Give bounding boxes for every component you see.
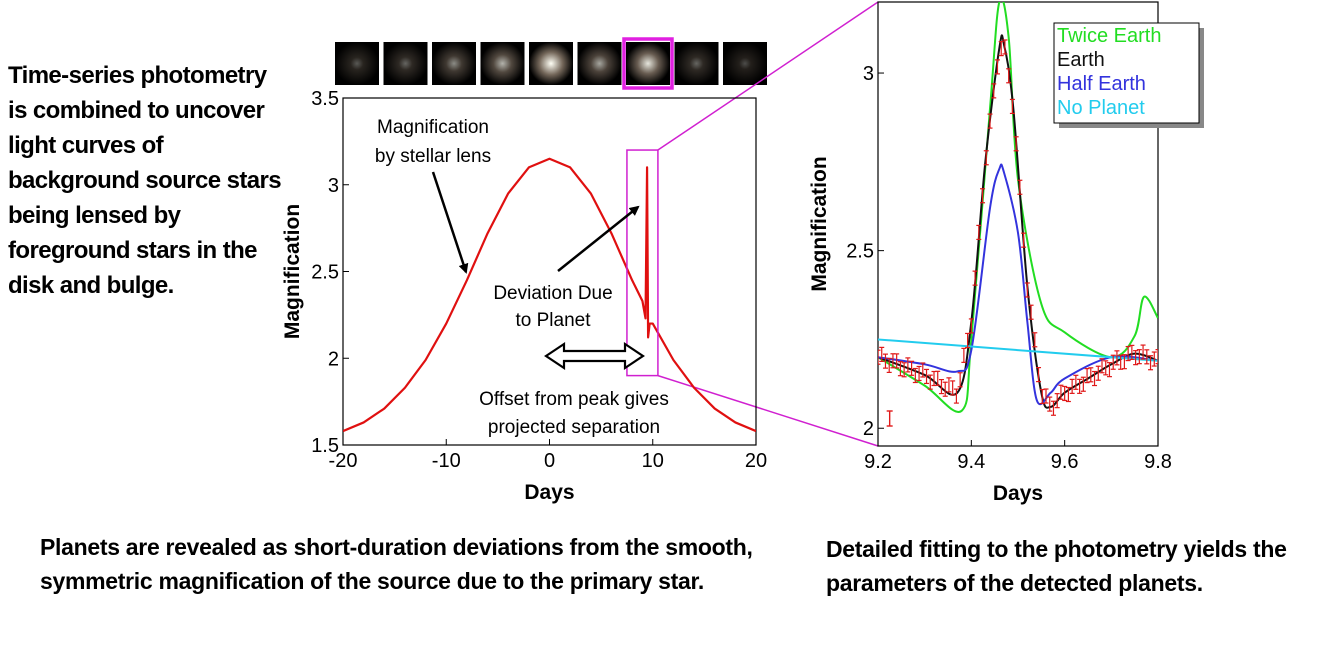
connector-line-top	[657, 1, 879, 151]
y-tick-label: 2	[863, 418, 874, 440]
x-tick-label: -20	[329, 450, 358, 472]
model-curve-twice-earth	[878, 2, 1158, 413]
y-tick-label: 3.5	[311, 88, 339, 110]
observation-frame	[480, 42, 525, 85]
main-figure: -20 -10 0 10 20 1.5 2 2.5 3 3.5 Days Magnification M…	[281, 1, 1204, 505]
x-tick-label: -10	[432, 450, 461, 472]
y-axis-label: Magnification	[808, 156, 831, 291]
y-tick-label: 1.5	[311, 435, 339, 457]
x-axis-label: Days	[993, 482, 1043, 505]
x-tick-label: 9.4	[957, 451, 985, 473]
light-curve-chart: -20 -10 0 10 20 1.5 2 2.5 3 3.5 Days Magnification M…	[281, 88, 767, 504]
observation-frame	[577, 42, 622, 85]
deviation-highlight-box	[626, 149, 659, 377]
observation-frame	[626, 42, 670, 85]
y-tick-label: 3	[863, 63, 874, 85]
y-axis-label: Magnification	[281, 204, 304, 339]
observation-frame	[383, 42, 428, 85]
annotation-offset-line1: Offset from peak gives	[479, 389, 669, 410]
highlighted-frame-border	[622, 37, 674, 90]
observation-frame	[674, 42, 719, 85]
observation-frames	[335, 37, 767, 90]
annotation-deviation-line2: to Planet	[516, 310, 592, 331]
observation-frame	[529, 42, 573, 85]
x-axis-label: Days	[524, 481, 574, 504]
observation-frame	[432, 42, 476, 85]
intro-text: Time-series photometry is combined to un…	[8, 62, 282, 299]
y-tick-label: 2.5	[311, 262, 339, 284]
x-tick-label: 20	[745, 450, 767, 472]
legend-entry: Half Earth	[1057, 73, 1146, 95]
model-curve-no-planet	[878, 338, 1158, 362]
observation-frame	[723, 42, 767, 85]
x-tick-label: 9.6	[1051, 451, 1079, 473]
x-tick-label: 9.2	[864, 451, 892, 473]
plot-area	[878, 2, 1158, 427]
x-tick-label: 9.8	[1144, 451, 1172, 473]
legend-box	[1053, 22, 1200, 124]
zoom-fit-chart: 9.2 9.4 9.6 9.8 2 2.5 3 Days Magnification Twice …	[808, 1, 1204, 505]
y-tick-label: 3	[328, 175, 339, 197]
x-tick-label: 10	[642, 450, 664, 472]
annotation-deviation-line1: Deviation Due	[493, 283, 612, 304]
model-curve-half-earth	[878, 163, 1158, 406]
offset-double-arrow	[544, 341, 645, 371]
light-curve-line	[343, 157, 756, 433]
legend-entry: Earth	[1057, 49, 1105, 71]
connector-line-bottom	[657, 374, 879, 447]
caption-planets: Planets are revealed as short-duration d…	[40, 534, 753, 594]
arrow-to-deviation	[557, 205, 640, 272]
annotation-stellar-lens-line2: by stellar lens	[375, 146, 491, 167]
annotation-offset-line2: projected separation	[488, 417, 660, 438]
observation-frame	[335, 42, 379, 85]
arrow-to-lens-curve	[431, 171, 469, 274]
annotation-stellar-lens-line1: Magnification	[377, 117, 489, 138]
caption-fitting: Detailed fitting to the photometry yield…	[826, 536, 1287, 596]
x-tick-label: 0	[544, 450, 555, 472]
y-tick-label: 2.5	[846, 241, 874, 263]
legend-entry: No Planet	[1057, 97, 1145, 119]
y-tick-label: 2	[328, 348, 339, 370]
legend-entry: Twice Earth	[1057, 25, 1161, 47]
plot-area	[343, 157, 756, 433]
plot-frame	[877, 1, 1159, 447]
